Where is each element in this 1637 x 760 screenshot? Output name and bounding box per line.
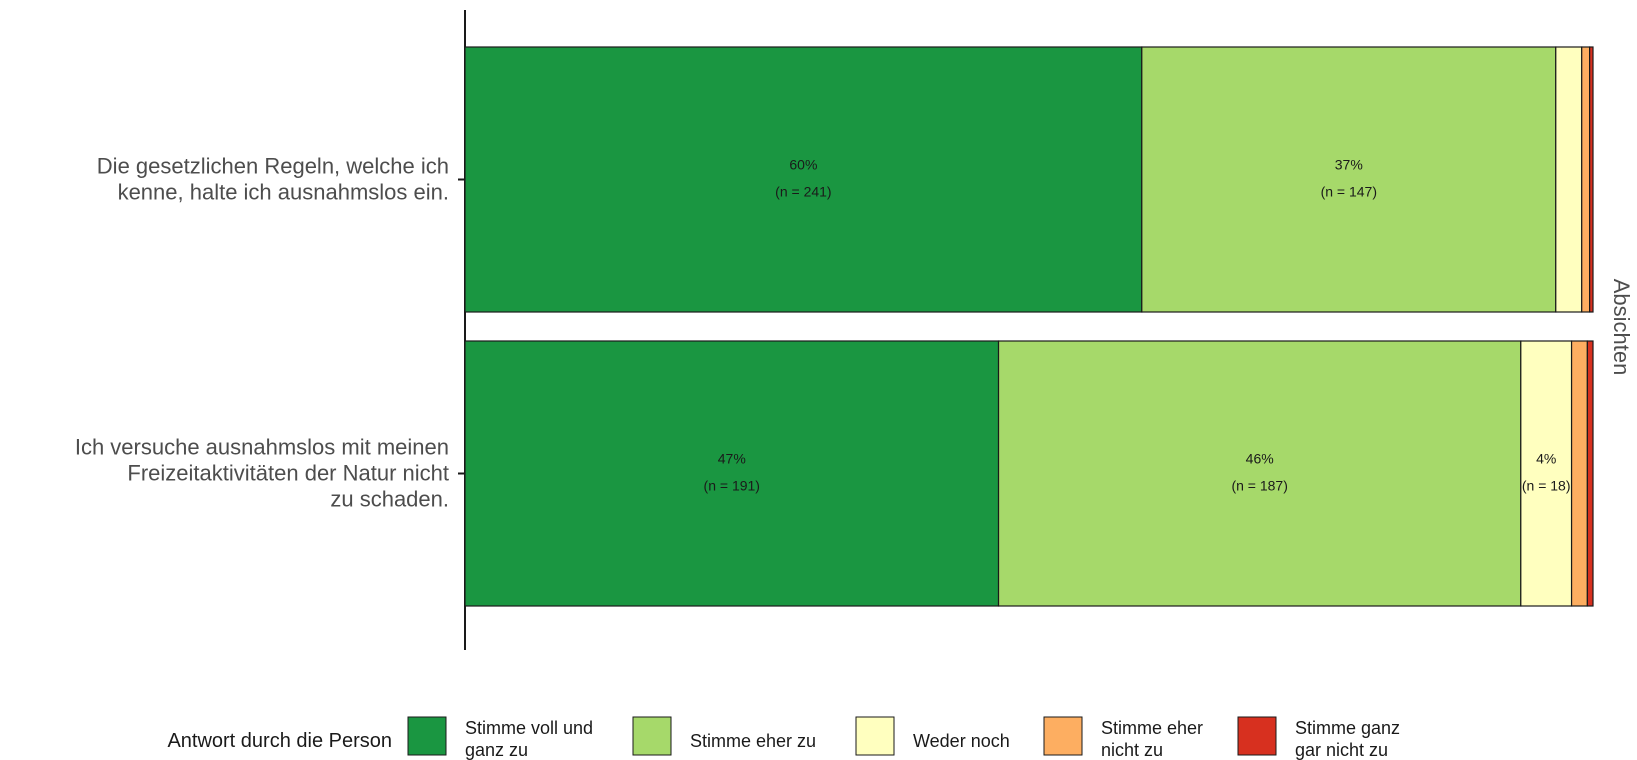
bar-value-label: (n = 241) bbox=[775, 184, 831, 200]
bar-segment bbox=[997, 340, 1522, 607]
legend-item-label: Stimme eher bbox=[1101, 718, 1203, 738]
legend-item-label: Stimme voll und bbox=[465, 718, 593, 738]
bar-segment bbox=[1586, 340, 1594, 607]
legend-key bbox=[1043, 716, 1083, 756]
legend: Antwort durch die Person Stimme voll und… bbox=[167, 716, 1400, 760]
bar-value-label: (n = 187) bbox=[1231, 478, 1287, 494]
bar-segment bbox=[464, 340, 1000, 607]
bar-segment bbox=[1581, 46, 1591, 313]
bar-value-label: (n = 18) bbox=[1522, 478, 1571, 494]
legend-item-label: Weder noch bbox=[913, 731, 1010, 751]
bar-value-label: 47% bbox=[718, 451, 746, 467]
bar-value-label: 37% bbox=[1335, 157, 1363, 173]
bar-value-label: 46% bbox=[1246, 451, 1274, 467]
bar-segment bbox=[464, 46, 1143, 313]
bar-segment bbox=[1141, 46, 1557, 313]
legend-key bbox=[855, 716, 895, 756]
bar-segment bbox=[1570, 340, 1588, 607]
bar-segment bbox=[1589, 46, 1594, 313]
legend-item-label: nicht zu bbox=[1101, 740, 1163, 760]
bar-value-label: (n = 147) bbox=[1321, 184, 1377, 200]
bar-value-label: 4% bbox=[1536, 451, 1556, 467]
bar-segment bbox=[1555, 46, 1583, 313]
y-tick-label: Freizeitaktivitäten der Natur nicht bbox=[127, 461, 449, 486]
y-tick-label: zu schaden. bbox=[330, 487, 449, 512]
y-tick-label: Ich versuche ausnahmslos mit meinen bbox=[75, 435, 449, 460]
y-tick-label: kenne, halte ich ausnahmslos ein. bbox=[118, 180, 449, 205]
legend-item-label: Stimme ganz bbox=[1295, 718, 1400, 738]
plot-area: 60% (n = 241) 37% (n = 147) Die gesetzlichen… bbox=[75, 10, 1594, 650]
legend-item-label: Stimme eher zu bbox=[690, 731, 816, 751]
legend-key bbox=[407, 716, 447, 756]
bar-value-label: (n = 191) bbox=[704, 478, 760, 494]
facet-strip-label: Absichten bbox=[1609, 279, 1634, 376]
legend-item-label: gar nicht zu bbox=[1295, 740, 1388, 760]
bar-value-label: 60% bbox=[789, 157, 817, 173]
legend-key bbox=[632, 716, 672, 756]
legend-title: Antwort durch die Person bbox=[167, 730, 392, 752]
legend-key bbox=[1237, 716, 1277, 756]
bar-segment bbox=[1520, 340, 1573, 607]
legend-item-label: ganz zu bbox=[465, 740, 528, 760]
y-tick-label: Die gesetzlichen Regeln, welche ich bbox=[97, 154, 449, 179]
